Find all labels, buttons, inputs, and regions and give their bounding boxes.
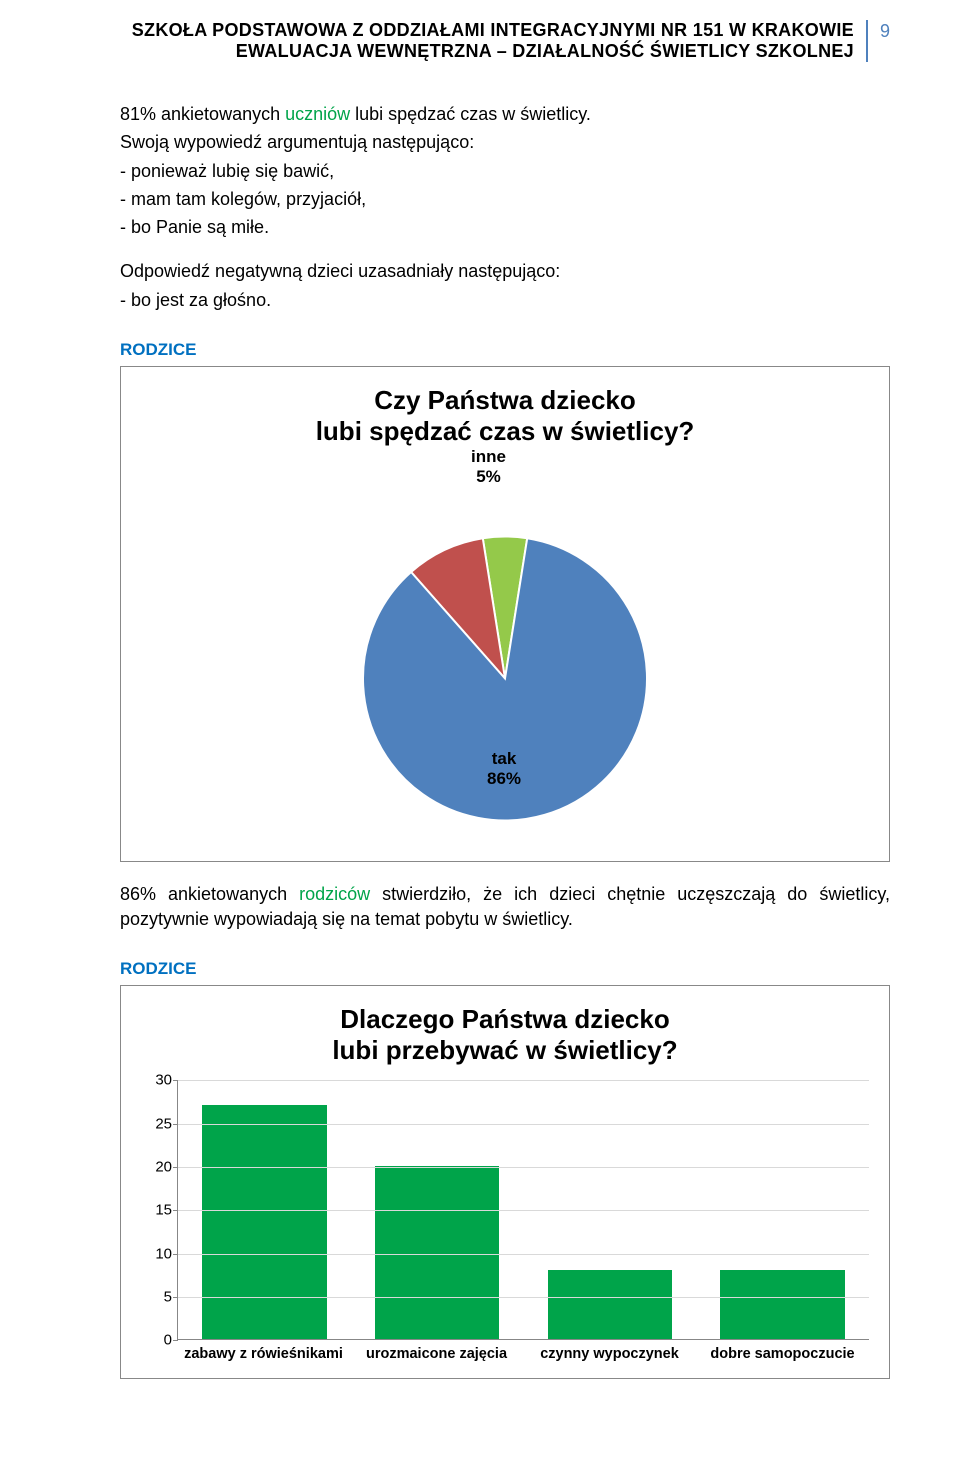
bar-y-tickmark [173,1340,178,1341]
bar-y-tickmark [173,1254,178,1255]
pie-chart-area: inne 5% nie 9% tak 86% [141,449,869,849]
bar [202,1105,326,1339]
bar-gridline [178,1254,869,1255]
bar-chart-title: Dlaczego Państwa dziecko lubi przebywać … [141,1004,869,1066]
bar-gridline [178,1124,869,1125]
intro-p2: Swoją wypowiedź argumentują następująco: [120,130,890,154]
bar-title-line1: Dlaczego Państwa dziecko [340,1004,669,1034]
bar-y-tick-label: 5 [144,1289,172,1306]
bar-y-tickmark [173,1080,178,1081]
bar-title-line2: lubi przebywać w świetlicy? [332,1035,677,1065]
pie-label-tak: tak 86% [487,749,521,788]
bar [548,1270,672,1339]
pie-label-inne: inne 5% [471,447,506,486]
pie-label-tak-pct: 86% [487,769,521,788]
pie-title-line1: Czy Państwa dziecko [374,385,636,415]
bar-x-label: urozmaicone zajęcia [350,1340,523,1362]
intro-p1-suffix: lubi spędzać czas w świetlicy. [350,104,591,124]
bar-y-tickmark [173,1297,178,1298]
intro-bullet-2: - mam tam kolegów, przyjaciół, [120,187,890,211]
bar-chart-area: 051015202530 zabawy z rówieśnikamiurozma… [141,1080,869,1362]
intro-bullet-1: - ponieważ lubię się bawić, [120,159,890,183]
mid-prefix: 86% ankietowanych [120,884,299,904]
bar-y-tickmark [173,1167,178,1168]
page-number: 9 [868,20,890,42]
bar-y-tickmark [173,1210,178,1211]
bar-gridline [178,1167,869,1168]
intro-bullet-4: - bo jest za głośno. [120,288,890,312]
page-header: SZKOŁA PODSTAWOWA Z ODDZIAŁAMI INTEGRACY… [120,20,890,62]
pie-label-inne-pct: 5% [476,467,501,486]
bar-y-tick-label: 10 [144,1245,172,1262]
bar-y-tick-label: 25 [144,1115,172,1132]
pie-chart-box: Czy Państwa dziecko lubi spędzać czas w … [120,366,890,862]
section-label-rodzice-2: RODZICE [120,959,890,979]
pie-label-inne-name: inne [471,447,506,466]
mid-green: rodziców [299,884,370,904]
bar-x-labels: zabawy z rówieśnikamiurozmaicone zajęcia… [177,1340,869,1362]
bar-y-tick-label: 20 [144,1159,172,1176]
pie-label-tak-name: tak [492,749,517,768]
bar-y-tick-label: 0 [144,1332,172,1349]
bar [720,1270,844,1339]
bar-x-label: dobre samopoczucie [696,1340,869,1362]
pie-title-line2: lubi spędzać czas w świetlicy? [316,416,695,446]
document-page: SZKOŁA PODSTAWOWA Z ODDZIAŁAMI INTEGRACY… [0,0,960,1399]
bar-gridline [178,1080,869,1081]
pie-label-nie-pct: 9% [389,525,414,544]
bar-x-label: czynny wypoczynek [523,1340,696,1362]
bar [375,1166,499,1339]
bar-chart-box: Dlaczego Państwa dziecko lubi przebywać … [120,985,890,1379]
pie-label-nie: nie 9% [389,505,414,544]
intro-p1-prefix: 81% ankietowanych [120,104,285,124]
bar-y-tick-label: 15 [144,1202,172,1219]
mid-paragraph: 86% ankietowanych rodziców stwierdziło, … [120,882,890,931]
bar-gridline [178,1210,869,1211]
header-text-block: SZKOŁA PODSTAWOWA Z ODDZIAŁAMI INTEGRACY… [120,20,868,62]
intro-p1-green: uczniów [285,104,350,124]
bar-y-tickmark [173,1124,178,1125]
header-line-2: EWALUACJA WEWNĘTRZNA – DZIAŁALNOŚĆ ŚWIET… [120,41,854,62]
intro-bullet-3: - bo Panie są miłe. [120,215,890,239]
bar-gridline [178,1297,869,1298]
header-line-1: SZKOŁA PODSTAWOWA Z ODDZIAŁAMI INTEGRACY… [120,20,854,41]
intro-p3: Odpowiedź negatywną dzieci uzasadniały n… [120,259,890,283]
pie-label-nie-name: nie [389,505,414,524]
bar-x-label: zabawy z rówieśnikami [177,1340,350,1362]
pie-chart-title: Czy Państwa dziecko lubi spędzać czas w … [141,385,869,447]
bar-plot: 051015202530 [177,1080,869,1340]
intro-p1: 81% ankietowanych uczniów lubi spędzać c… [120,102,890,126]
bar-y-tick-label: 30 [144,1072,172,1089]
section-label-rodzice-1: RODZICE [120,340,890,360]
